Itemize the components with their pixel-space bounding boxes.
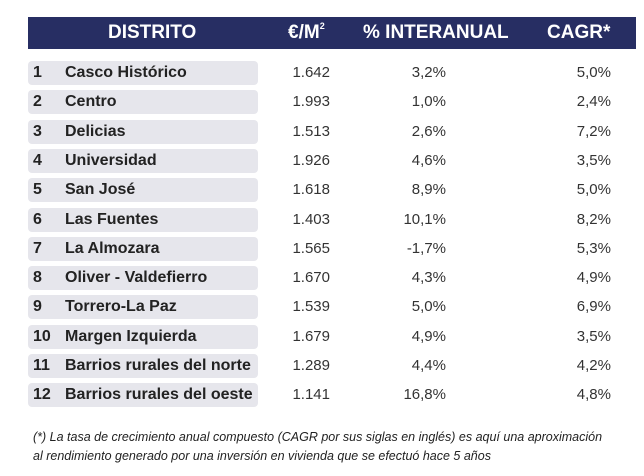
- row-number: 2: [33, 93, 42, 111]
- district-name-cell: 11 Barrios rurales del norte: [28, 354, 258, 378]
- year-over-year-change: 3,2%: [411, 64, 446, 81]
- cagr-value: 5,0%: [576, 64, 611, 81]
- year-over-year-change: 8,9%: [411, 181, 446, 199]
- district-name: Margen Izquierda: [65, 327, 197, 345]
- cagr-value: 6,9%: [576, 298, 611, 316]
- year-over-year-change: 2,6%: [411, 122, 446, 140]
- cagr-value: 4,8%: [576, 386, 611, 404]
- row-number: 1: [33, 64, 42, 81]
- district-name: Las Fuentes: [65, 210, 159, 228]
- year-over-year-change: 4,4%: [411, 357, 446, 374]
- district-name: Oliver - Valdefierro: [65, 269, 208, 287]
- table-row: 8 Oliver - Valdefierro 1.670 4,3% 4,9%: [28, 266, 636, 291]
- header-interanual: % INTERANUAL: [363, 22, 509, 43]
- district-name-cell: 9 Torrero-La Paz: [28, 295, 258, 320]
- table-row: 4 Universidad 1.926 4,6% 3,5%: [28, 148, 636, 173]
- district-name: Barrios rurales del norte: [65, 357, 251, 374]
- cagr-value: 5,3%: [576, 239, 611, 257]
- district-name: Torrero-La Paz: [65, 298, 177, 316]
- price-per-m2: 1.670: [292, 269, 330, 287]
- row-number: 12: [33, 386, 51, 404]
- district-name: La Almozara: [65, 239, 160, 257]
- cagr-value: 4,9%: [576, 269, 611, 287]
- cagr-value: 7,2%: [576, 122, 611, 140]
- year-over-year-change: 5,0%: [411, 298, 446, 316]
- district-name-cell: 6 Las Fuentes: [28, 207, 258, 232]
- row-number: 9: [33, 298, 42, 316]
- district-name: Universidad: [65, 151, 157, 169]
- row-number: 7: [33, 239, 42, 257]
- price-per-m2: 1.679: [292, 327, 330, 345]
- price-per-m2: 1.565: [292, 239, 330, 257]
- price-per-m2: 1.513: [292, 122, 330, 140]
- table-row: 5 San José 1.618 8,9% 5,0%: [28, 178, 636, 203]
- district-name: Casco Histórico: [65, 64, 187, 81]
- cagr-value: 8,2%: [576, 210, 611, 228]
- year-over-year-change: 16,8%: [403, 386, 446, 404]
- table-row: 12 Barrios rurales del oeste 1.141 16,8% 4,8…: [28, 383, 636, 408]
- district-name: Barrios rurales del oeste: [65, 386, 253, 404]
- year-over-year-change: 4,9%: [411, 327, 446, 345]
- table-row: 1 Casco Histórico 1.642 3,2% 5,0%: [28, 61, 636, 85]
- header-cagr: CAGR*: [547, 22, 611, 43]
- district-name-cell: 10 Margen Izquierda: [28, 324, 258, 349]
- price-per-m2: 1.539: [292, 298, 330, 316]
- year-over-year-change: 10,1%: [403, 210, 446, 228]
- year-over-year-change: 1,0%: [411, 93, 446, 111]
- year-over-year-change: -1,7%: [406, 239, 446, 257]
- district-name-cell: 4 Universidad: [28, 148, 258, 173]
- table-row: 3 Delicias 1.513 2,6% 7,2%: [28, 119, 636, 144]
- year-over-year-change: 4,6%: [411, 151, 446, 169]
- header-eur-m2-superscript: 2: [319, 21, 325, 31]
- table-row: 10 Margen Izquierda 1.679 4,9% 3,5%: [28, 324, 636, 349]
- row-number: 4: [33, 151, 42, 169]
- district-name-cell: 8 Oliver - Valdefierro: [28, 266, 258, 291]
- row-number: 8: [33, 269, 42, 287]
- row-number: 10: [33, 327, 51, 345]
- footnote-line-2: al rendimiento generado por una inversió…: [33, 449, 491, 463]
- header-distrito: DISTRITO: [108, 22, 197, 43]
- row-number: 3: [33, 122, 42, 140]
- table-header: DISTRITO €/M2 % INTERANUAL CAGR*: [28, 17, 636, 49]
- table-row: 6 Las Fuentes 1.403 10,1% 8,2%: [28, 207, 636, 232]
- district-name-cell: 1 Casco Histórico: [28, 61, 258, 85]
- district-name-cell: 7 La Almozara: [28, 236, 258, 261]
- price-per-m2: 1.289: [292, 357, 330, 374]
- row-number: 6: [33, 210, 42, 228]
- district-name-cell: 5 San José: [28, 178, 258, 203]
- price-per-m2: 1.141: [292, 386, 330, 404]
- district-name: San José: [65, 181, 136, 199]
- price-per-m2: 1.403: [292, 210, 330, 228]
- table-row: 11 Barrios rurales del norte 1.289 4,4% 4,2%: [28, 354, 636, 378]
- cagr-value: 3,5%: [576, 151, 611, 169]
- district-name-cell: 3 Delicias: [28, 119, 258, 144]
- district-name-cell: 2 Centro: [28, 90, 258, 115]
- cagr-value: 5,0%: [576, 181, 611, 199]
- price-per-m2: 1.926: [292, 151, 330, 169]
- cagr-value: 3,5%: [576, 327, 611, 345]
- district-name-cell: 12 Barrios rurales del oeste: [28, 383, 258, 408]
- cagr-value: 4,2%: [576, 357, 611, 374]
- table-row: 7 La Almozara 1.565 -1,7% 5,3%: [28, 236, 636, 261]
- row-number: 5: [33, 181, 42, 199]
- header-eur-m2: €/M2: [288, 21, 325, 44]
- district-name: Centro: [65, 93, 117, 111]
- footnote-line-1: (*) La tasa de crecimiento anual compues…: [33, 430, 603, 444]
- district-name: Delicias: [65, 122, 126, 140]
- cagr-value: 2,4%: [576, 93, 611, 111]
- table-row: 9 Torrero-La Paz 1.539 5,0% 6,9%: [28, 295, 636, 320]
- price-per-m2: 1.618: [292, 181, 330, 199]
- price-per-m2: 1.993: [292, 93, 330, 111]
- footnote: (*) La tasa de crecimiento anual compues…: [33, 428, 633, 466]
- year-over-year-change: 4,3%: [411, 269, 446, 287]
- table-row: 2 Centro 1.993 1,0% 2,4%: [28, 90, 636, 115]
- row-number: 11: [33, 357, 50, 374]
- price-per-m2: 1.642: [292, 64, 330, 81]
- header-eur-m2-label: €/M: [288, 22, 320, 43]
